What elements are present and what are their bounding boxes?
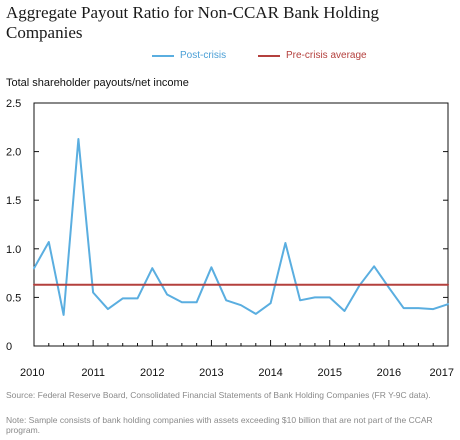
y-tick-label: 1.0	[6, 244, 21, 256]
y-tick-label: 2.5	[6, 98, 21, 110]
y-tick-label: 0	[6, 341, 12, 353]
legend-label-pre-crisis: Pre-crisis average	[286, 50, 367, 61]
legend-item-post-crisis: Post-crisis	[152, 50, 226, 61]
y-tick-label: 1.5	[6, 195, 21, 207]
x-tick-label: 2017	[430, 367, 454, 379]
legend-swatch-pre-crisis	[258, 54, 280, 57]
series-line-post-crisis	[33, 138, 449, 316]
sample-note: Note: Sample consists of bank holding co…	[6, 415, 433, 435]
series-lines	[33, 138, 449, 316]
source-note: Source: Federal Reserve Board, Consolida…	[6, 390, 431, 400]
x-tick-label: 2015	[317, 367, 341, 379]
legend-label-post-crisis: Post-crisis	[180, 50, 227, 61]
legend-swatch-post-crisis	[152, 54, 174, 57]
y-tick-label: 0.5	[6, 292, 21, 304]
legend: Post-crisis Pre-crisis average	[0, 50, 460, 66]
chart-title: Aggregate Payout Ratio for Non-CCAR Bank…	[6, 3, 380, 42]
x-tick-label: 2011	[81, 367, 105, 379]
x-tick-label: 2014	[258, 367, 282, 379]
y-tick-label: 2.0	[6, 147, 21, 159]
x-tick-label: 2012	[140, 367, 164, 379]
x-tick-label: 2016	[377, 367, 401, 379]
chart-axes: 0 0.5 1.0 1.5 2.0 2.5 2010 2011 2012 2013 2014 2015…	[6, 98, 454, 379]
x-tick-label: 2010	[20, 367, 44, 379]
plot-frame	[33, 102, 449, 347]
x-tick-label: 2013	[199, 367, 223, 379]
legend-item-pre-crisis: Pre-crisis average	[258, 50, 367, 61]
y-axis-label: Total shareholder payouts/net income	[6, 77, 189, 89]
